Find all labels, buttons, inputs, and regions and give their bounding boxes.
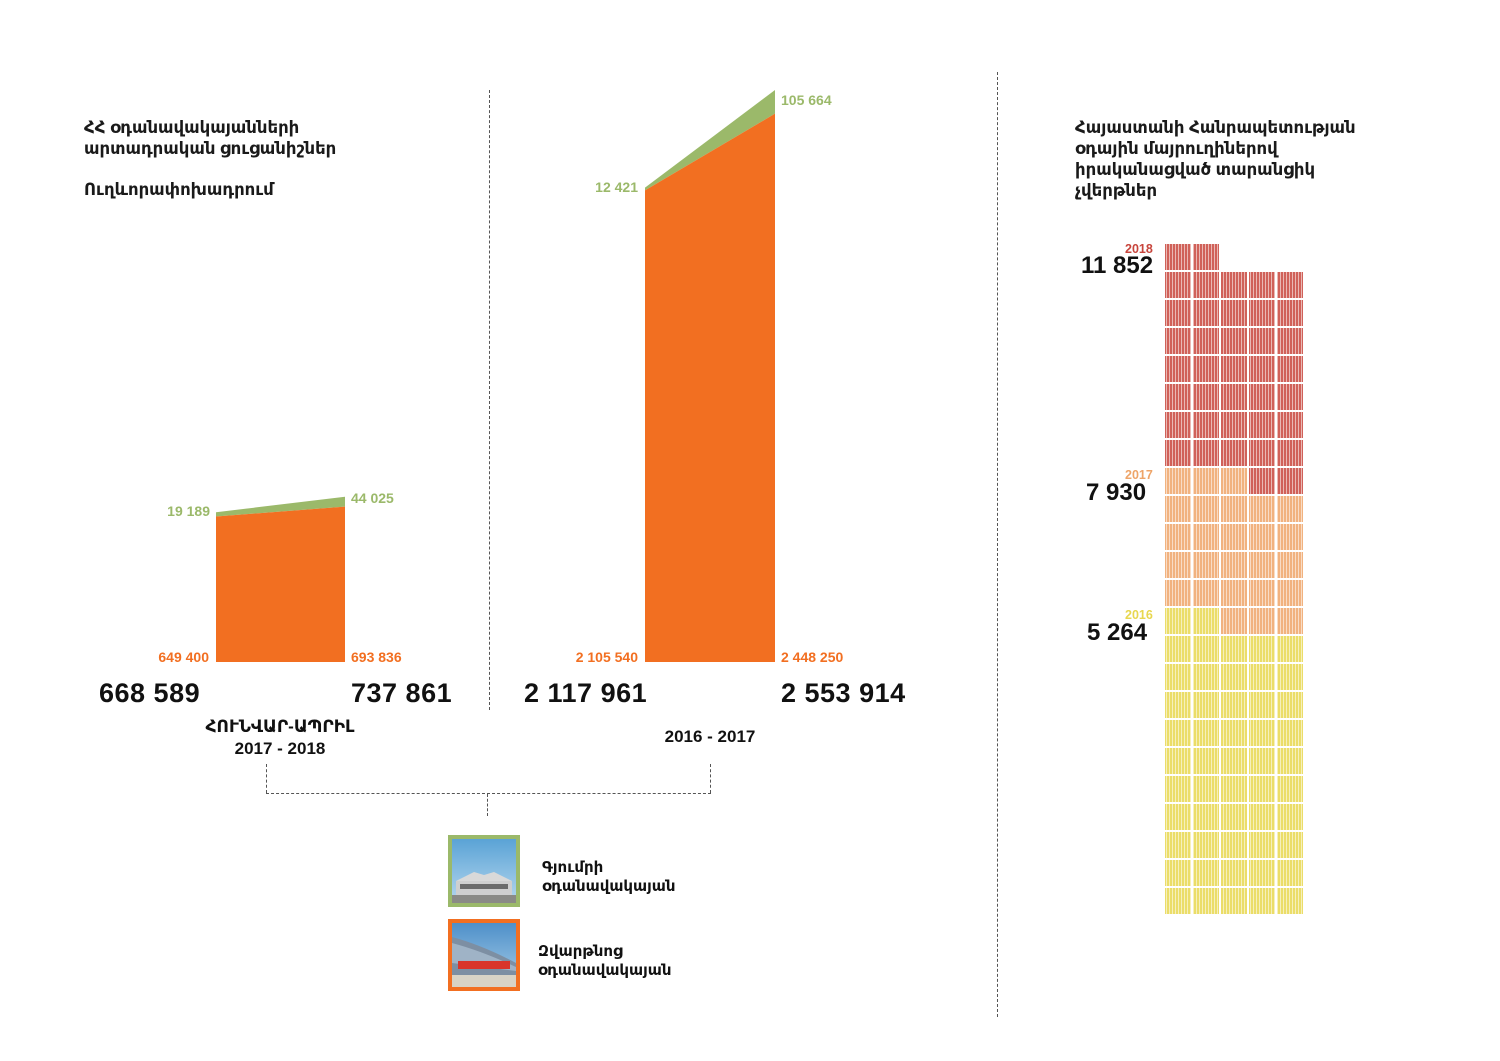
gyumri-airport-photo-icon (452, 839, 516, 903)
bracket-left (266, 764, 267, 793)
period-years: 2017 - 2018 (234, 739, 326, 758)
period-label-jan-apr: ՀՈՒՆՎԱՐ-ԱՊՐԻԼ 2017 - 2018 (180, 716, 380, 760)
area-chart-jan-apr (216, 90, 775, 663)
waffle-count-2018: 11 852 (1081, 252, 1154, 279)
total-label-2018: 737 861 (351, 678, 453, 708)
zvartnots-legend-line2: օդանավակայան (538, 962, 672, 979)
zvartnots-legend-label: Զվարթնոց օդանավակայան (538, 942, 671, 980)
waffle-year-2016: 2016 (1125, 608, 1153, 622)
zvartnots-label-2017: 649 400 (158, 649, 209, 665)
waffle-count-2016: 5 264 (1087, 619, 1148, 646)
total-label-2017: 668 589 (99, 678, 201, 708)
zvartnots-airport-photo-icon (452, 923, 516, 987)
waffle-texture (1165, 244, 1305, 916)
zvartnots-area-2016-2017 (645, 113, 775, 663)
right-heading-line4: չվերթներ (1075, 182, 1158, 200)
right-heading-line2: օդային մայրուղիներով (1075, 140, 1278, 158)
zvartnots-label-2017b: 2 448 250 (781, 649, 844, 665)
period-months: ՀՈՒՆՎԱՐ-ԱՊՐԻԼ (205, 717, 355, 736)
gyumri-label-2018: 44 025 (351, 490, 394, 506)
zvartnots-area-2017-2018 (216, 506, 345, 662)
left-heading: ՀՀ օդանավակայանների արտադրական ցուցանիշն… (84, 118, 336, 201)
total-label-2017b: 2 553 914 (781, 678, 906, 708)
waffle-year-2018: 2018 (1125, 242, 1153, 256)
separator-line-2 (997, 72, 998, 1017)
zvartnots-legend-line1: Զվարթնոց (538, 943, 623, 960)
left-heading-line1: ՀՀ օդանավակայանների (84, 119, 300, 137)
gyumri-label-2016: 12 421 (595, 179, 638, 195)
gyumri-label-2017: 19 189 (167, 503, 210, 519)
right-heading: Հայաստանի Հանրապետության օդային մայրուղի… (1075, 118, 1356, 202)
right-heading-line3: իրականացված տարանցիկ (1075, 161, 1316, 179)
bracket-bottom (266, 793, 711, 794)
gyumri-area-2016-2017 (645, 90, 775, 191)
zvartnots-label-2018: 693 836 (351, 649, 402, 665)
separator-line-1 (489, 90, 490, 710)
left-heading-subtitle: Ուղևորափոխադրում (84, 181, 274, 199)
left-heading-line2: արտադրական ցուցանիշներ (84, 140, 337, 158)
zvartnots-label-2016: 2 105 540 (575, 649, 638, 665)
gyumri-legend-swatch (448, 835, 520, 907)
bracket-stem (487, 794, 488, 816)
gyumri-label-2017b: 105 664 (781, 92, 832, 108)
gyumri-legend-line2: օդանավակայան (542, 878, 676, 895)
gyumri-legend-line1: Գյումրի (542, 859, 604, 876)
total-label-2016: 2 117 961 (524, 678, 648, 708)
bracket-right (710, 764, 711, 793)
period-label-years: 2016 - 2017 (664, 727, 756, 746)
gyumri-area-2017-2018 (216, 496, 345, 517)
waffle-chart-transit-flights (1165, 244, 1305, 916)
right-heading-line1: Հայաստանի Հանրապետության (1075, 119, 1356, 137)
gyumri-legend-label: Գյումրի օդանավակայան (542, 858, 675, 896)
waffle-count-2017: 7 930 (1086, 479, 1147, 506)
waffle-year-2017: 2017 (1125, 468, 1153, 482)
zvartnots-legend-swatch (448, 919, 520, 991)
